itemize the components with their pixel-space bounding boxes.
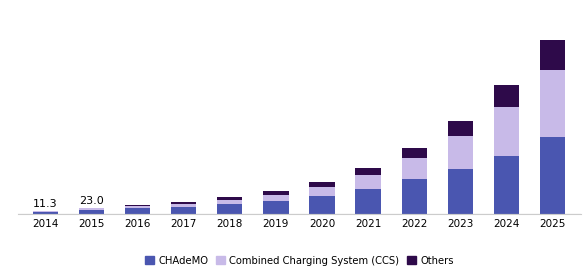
Bar xyxy=(33,211,58,212)
Bar xyxy=(125,205,150,206)
Bar xyxy=(355,175,381,189)
Bar xyxy=(309,196,335,214)
Bar xyxy=(494,107,519,156)
Bar xyxy=(33,212,58,214)
Bar xyxy=(402,179,427,214)
Bar xyxy=(263,201,289,214)
Bar xyxy=(217,197,242,200)
Bar xyxy=(263,191,289,195)
Bar xyxy=(125,206,150,209)
Bar xyxy=(125,209,150,214)
Bar xyxy=(448,121,473,136)
Legend: CHAdeMO, Combined Charging System (CCS), Others: CHAdeMO, Combined Charging System (CCS),… xyxy=(141,252,458,270)
Bar xyxy=(402,148,427,158)
Text: 11.3: 11.3 xyxy=(33,199,58,209)
Bar xyxy=(217,200,242,204)
Bar xyxy=(355,168,381,175)
Bar xyxy=(79,210,104,214)
Bar xyxy=(540,39,565,70)
Bar xyxy=(171,207,196,214)
Bar xyxy=(79,208,104,210)
Bar xyxy=(171,204,196,207)
Text: 23.0: 23.0 xyxy=(79,196,104,206)
Bar xyxy=(355,189,381,214)
Bar xyxy=(309,182,335,187)
Bar xyxy=(540,137,565,214)
Bar xyxy=(494,156,519,214)
Bar xyxy=(171,202,196,204)
Bar xyxy=(217,204,242,214)
Bar xyxy=(448,169,473,214)
Bar xyxy=(448,136,473,169)
Bar xyxy=(540,70,565,137)
Bar xyxy=(263,195,289,201)
Bar xyxy=(309,187,335,196)
Bar xyxy=(494,85,519,107)
Bar xyxy=(402,158,427,179)
